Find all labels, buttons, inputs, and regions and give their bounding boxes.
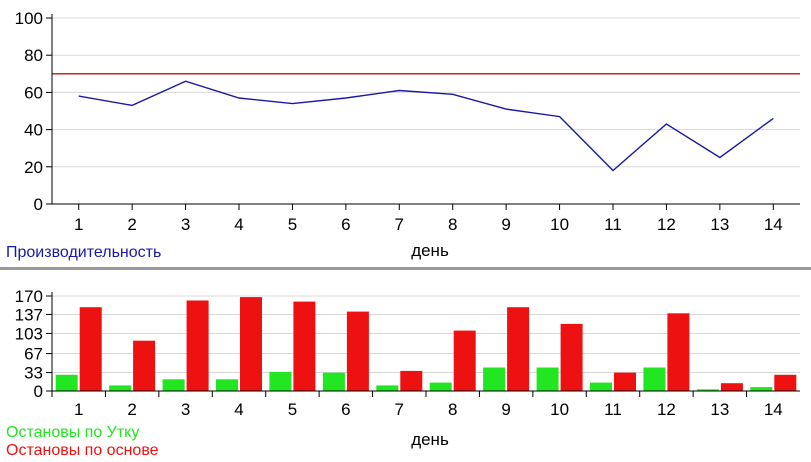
weft-stoppage-bar — [269, 372, 292, 391]
bottom-x-tick-label: 5 — [288, 400, 297, 419]
weft-stoppage-bar — [55, 374, 78, 391]
warp-stoppage-bar — [293, 301, 316, 391]
bottom-x-tick-label: 13 — [710, 400, 729, 419]
legend-weft-stoppages: Остановы по Утку — [6, 424, 139, 441]
top-x-tick-label: 2 — [127, 215, 136, 234]
bottom-x-tick-label: 4 — [234, 400, 243, 419]
bottom-x-tick-label: 1 — [74, 400, 83, 419]
warp-stoppage-bar — [507, 307, 530, 391]
top-y-tick-label: 80 — [24, 46, 43, 65]
legend-productivity: Производительность — [6, 244, 161, 261]
weft-stoppage-bar — [590, 382, 612, 391]
top-x-tick-label: 12 — [657, 215, 676, 234]
bottom-x-tick-label: 2 — [127, 400, 136, 419]
top-y-tick-label: 40 — [24, 121, 43, 140]
bottom-x-tick-label: 12 — [657, 400, 676, 419]
weft-stoppage-bar — [109, 385, 132, 391]
weft-stoppage-bar — [162, 379, 185, 391]
bottom-chart-x-ticks: 1 2 3 4 5 6 7 8 9 10 11 12 13 14 — [51, 391, 783, 419]
weft-stoppage-bar — [216, 379, 238, 391]
top-y-tick-label: 60 — [24, 83, 43, 102]
top-chart-x-ticks: 1 2 3 4 5 6 7 8 9 10 11 12 13 14 — [74, 204, 783, 234]
top-x-tick-label: 9 — [501, 215, 510, 234]
bottom-y-tick-label: 137 — [15, 305, 43, 324]
top-y-tick-label: 0 — [34, 195, 43, 214]
legend-warp-stoppages: Остановы по основе — [6, 442, 159, 459]
top-x-tick-label: 10 — [550, 215, 569, 234]
warp-stoppage-bar — [667, 313, 690, 391]
bottom-x-tick-label: 6 — [341, 400, 350, 419]
bottom-chart-x-axis-label: день — [411, 430, 449, 449]
warp-stoppage-bar — [720, 383, 743, 391]
bottom-x-tick-label: 8 — [448, 400, 457, 419]
weft-stoppage-bar — [750, 387, 773, 391]
bottom-y-tick-label: 33 — [24, 364, 43, 383]
top-chart-y-ticks: 0 20 40 60 80 100 — [15, 9, 52, 214]
bottom-x-tick-label: 7 — [395, 400, 404, 419]
top-x-tick-label: 1 — [74, 215, 83, 234]
top-x-tick-label: 8 — [448, 215, 457, 234]
warp-stoppage-bar — [240, 297, 262, 391]
weft-stoppage-bar — [322, 372, 345, 391]
warp-stoppage-bar — [400, 370, 423, 391]
bottom-x-tick-label: 10 — [550, 400, 569, 419]
top-x-tick-label: 4 — [234, 215, 243, 234]
warp-stoppage-bar — [79, 307, 102, 391]
weft-stoppage-bar — [429, 382, 452, 391]
bottom-x-tick-label: 11 — [604, 400, 622, 419]
warp-stoppage-bar — [614, 372, 636, 391]
warp-stoppage-bar — [346, 311, 369, 391]
top-x-tick-label: 11 — [604, 215, 622, 234]
top-chart-x-axis-label: день — [411, 241, 449, 260]
weft-stoppage-bar — [536, 367, 559, 391]
top-x-tick-label: 14 — [764, 215, 783, 234]
top-y-tick-label: 100 — [15, 9, 43, 28]
weft-stoppage-bar — [483, 367, 506, 391]
warp-stoppage-bar — [453, 330, 476, 391]
bottom-x-tick-label: 3 — [181, 400, 190, 419]
warp-stoppage-bar — [560, 323, 583, 391]
bottom-chart-bars — [55, 297, 797, 391]
bottom-y-tick-label: 67 — [24, 345, 43, 364]
weft-stoppage-bar — [696, 389, 719, 391]
bottom-y-tick-label: 0 — [34, 382, 43, 401]
bottom-x-tick-label: 14 — [764, 400, 783, 419]
top-x-tick-label: 3 — [181, 215, 190, 234]
top-y-tick-label: 20 — [24, 158, 43, 177]
weft-stoppage-bar — [376, 385, 399, 391]
bottom-y-tick-label: 170 — [15, 287, 43, 306]
top-x-tick-label: 5 — [288, 215, 297, 234]
bottom-x-tick-label: 9 — [501, 400, 510, 419]
warp-stoppage-bar — [186, 300, 209, 391]
weft-stoppage-bar — [643, 367, 666, 391]
top-x-tick-label: 6 — [341, 215, 350, 234]
warp-stoppage-bar — [133, 340, 156, 391]
productivity-series-line — [78, 80, 774, 172]
top-x-tick-label: 7 — [395, 215, 404, 234]
top-x-tick-label: 13 — [710, 215, 729, 234]
bottom-y-tick-label: 103 — [15, 324, 43, 343]
warp-stoppage-bar — [774, 374, 797, 391]
